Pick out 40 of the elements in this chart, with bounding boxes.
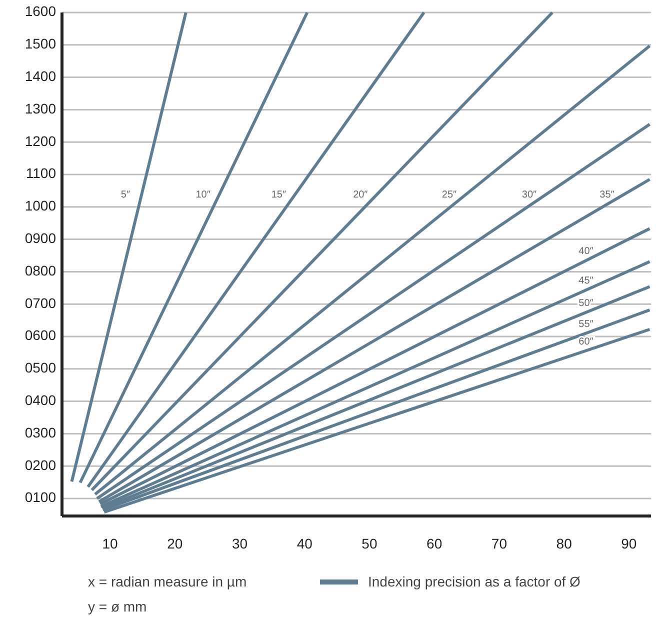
x-tick-label: 10 xyxy=(102,536,118,552)
y-tick-label: 0100 xyxy=(24,489,56,506)
y-tick-label: 1500 xyxy=(24,36,56,52)
series-label: 30″ xyxy=(522,190,538,201)
y-tick-label: 1200 xyxy=(24,132,56,149)
y-tick-label: 0500 xyxy=(24,360,56,376)
series-label: 45″ xyxy=(578,276,594,287)
x-tick-label: 30 xyxy=(232,536,248,552)
x-tick-label: 40 xyxy=(296,536,313,552)
legend-title: Indexing precision as a factor of Ø xyxy=(368,574,581,590)
x-axis-title: x = radian measure in µm xyxy=(88,574,247,590)
series-label: 20″ xyxy=(353,190,368,201)
text: y = ø mm xyxy=(88,598,147,615)
series-label: 35″ xyxy=(600,190,615,201)
y-tick-label: 0300 xyxy=(24,424,56,440)
y-tick-label: 0800 xyxy=(24,262,56,278)
x-tick-label: 20 xyxy=(167,536,183,552)
x-tick-label: 60 xyxy=(426,536,442,552)
y-tick-label: 0200 xyxy=(24,456,56,473)
series-label: 15″ xyxy=(271,190,286,201)
series-label: 25″ xyxy=(442,190,458,201)
y-tick-label: 1400 xyxy=(24,68,56,84)
y-tick-label: 0400 xyxy=(24,392,56,408)
y-tick-label: 1000 xyxy=(24,198,56,214)
series-label: 10″ xyxy=(196,190,211,201)
x-tick-label: 70 xyxy=(491,536,508,552)
y-tick-label: 1300 xyxy=(24,100,56,116)
y-tick-label: 1600 xyxy=(24,3,56,20)
y-tick-label: 1100 xyxy=(26,165,56,182)
y-tick-label: 0700 xyxy=(24,294,56,311)
y-tick-label: 0600 xyxy=(24,327,56,344)
series-label: 55″ xyxy=(578,318,594,330)
series-label: 5″ xyxy=(120,190,130,201)
series-label: 50″ xyxy=(578,298,594,310)
series-label: 60″ xyxy=(578,336,594,348)
series-label: 40″ xyxy=(578,246,594,258)
y-tick-label: 0900 xyxy=(24,230,56,246)
x-tick-label: 90 xyxy=(621,536,637,552)
x-tick-label: 50 xyxy=(362,536,378,552)
x-tick-label: 80 xyxy=(556,536,572,552)
